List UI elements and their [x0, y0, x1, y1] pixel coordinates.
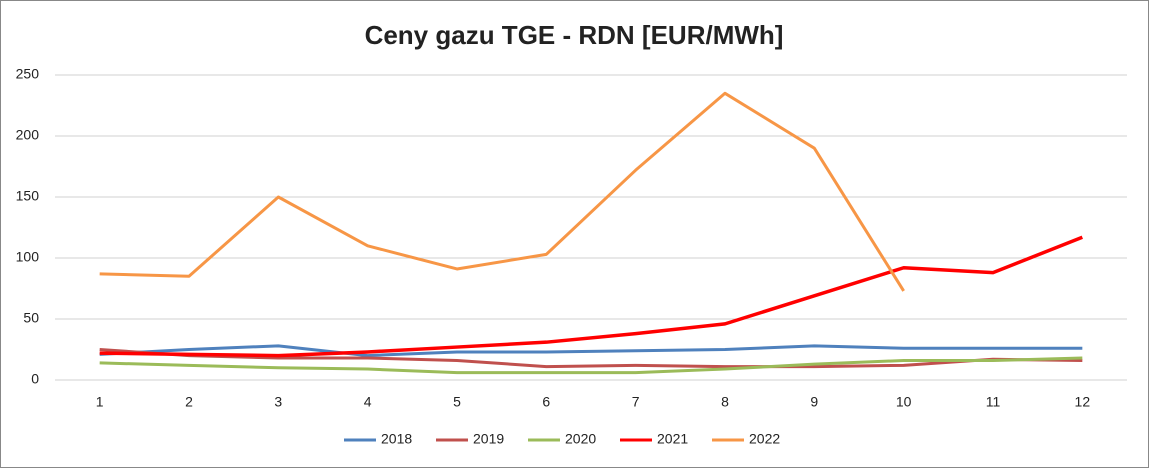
y-tick-label: 250: [16, 66, 40, 82]
x-tick-label: 9: [810, 394, 818, 410]
x-tick-label: 1: [96, 394, 104, 410]
x-tick-label: 4: [364, 394, 372, 410]
legend-label: 2020: [565, 431, 596, 447]
x-tick-label: 10: [896, 394, 912, 410]
x-tick-label: 2: [185, 394, 193, 410]
series-line: [99, 91, 905, 292]
y-tick-label: 150: [16, 188, 40, 204]
series-line: [99, 356, 1083, 375]
chart-title: Ceny gazu TGE - RDN [EUR/MWh]: [365, 20, 784, 50]
y-tick-label: 100: [16, 249, 40, 265]
x-tick-label: 3: [274, 394, 282, 410]
x-tick-label: 11: [986, 394, 1001, 410]
legend-label: 2018: [381, 431, 412, 447]
y-tick-label: 50: [23, 310, 39, 326]
y-tick-label: 0: [31, 371, 39, 387]
x-tick-label: 5: [453, 394, 461, 410]
legend-label: 2019: [473, 431, 504, 447]
x-tick-label: 7: [632, 394, 640, 410]
x-tick-label: 8: [721, 394, 729, 410]
series-line: [99, 348, 1083, 369]
x-tick-label: 6: [542, 394, 550, 410]
x-tick-label: 12: [1075, 394, 1091, 410]
series-line: [99, 344, 1083, 358]
legend-label: 2022: [749, 431, 780, 447]
series-line: [99, 235, 1083, 358]
y-tick-label: 200: [16, 127, 40, 143]
legend-label: 2021: [657, 431, 688, 447]
